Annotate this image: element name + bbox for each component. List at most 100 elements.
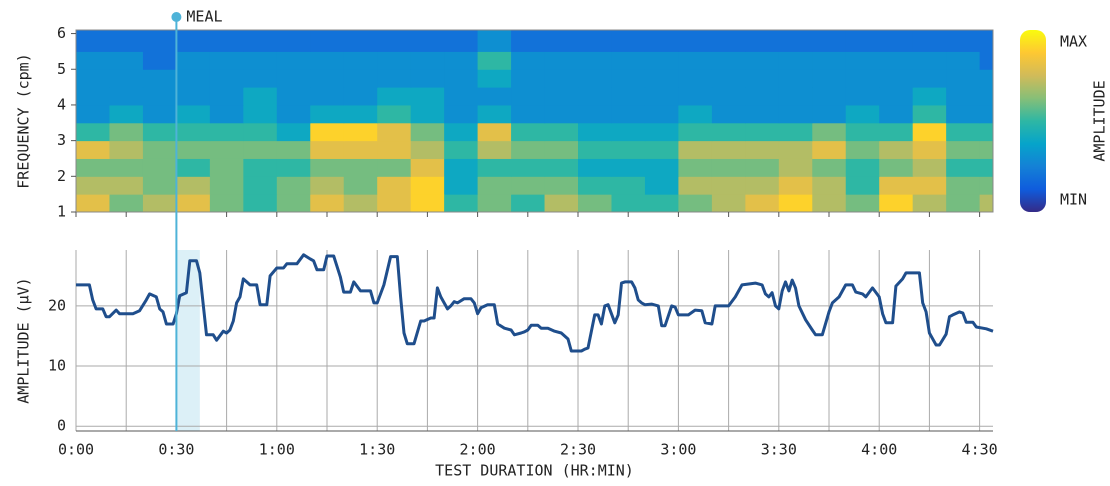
heat-cell [511, 104, 546, 124]
heat-cell [912, 87, 947, 106]
heat-cell [243, 122, 278, 142]
heat-cell [76, 122, 110, 142]
heat-cell [444, 87, 479, 106]
heat-cell [276, 87, 311, 106]
heat-cell [711, 122, 746, 142]
heat-cell [477, 51, 512, 70]
y-tick-label: 6 [57, 24, 66, 42]
heat-cell [511, 87, 546, 106]
heat-cell [444, 140, 479, 159]
heat-cell [76, 51, 110, 70]
x-tick-label: 2:30 [560, 441, 596, 459]
heat-cell [678, 87, 713, 106]
heat-cell [745, 140, 780, 159]
colorbar [1020, 30, 1046, 212]
heat-cell [76, 176, 110, 195]
heat-cell [410, 30, 445, 52]
heat-cell [979, 176, 994, 195]
heat-cell [812, 194, 847, 213]
heat-cell [678, 140, 713, 159]
heat-cell [444, 104, 479, 124]
heat-cell [711, 194, 746, 213]
heat-cell [477, 194, 512, 213]
heat-cell [142, 87, 177, 106]
heat-cell [76, 69, 110, 88]
heat-cell [410, 194, 445, 213]
heat-cell [511, 158, 546, 177]
heat-cell [511, 69, 546, 88]
heat-cell [578, 51, 612, 70]
heat-cell [912, 158, 947, 177]
heat-cell [879, 194, 914, 213]
heat-cell [310, 194, 345, 213]
y-axis-label: AMPLITUDE (μV) [15, 277, 33, 403]
heat-cell [745, 51, 780, 70]
heat-cell [276, 104, 311, 124]
heat-cell [946, 194, 981, 213]
heat-cell [544, 104, 579, 124]
heat-cell [444, 69, 479, 88]
x-tick-label: 3:00 [660, 441, 696, 459]
heat-cell [142, 69, 177, 88]
heat-cell [644, 69, 679, 88]
heat-cell [578, 87, 612, 106]
heat-cell [142, 176, 177, 195]
heat-cell [243, 176, 278, 195]
heat-cell [511, 176, 546, 195]
heat-cell [879, 158, 914, 177]
heat-cell [142, 51, 177, 70]
heat-cell [477, 140, 512, 159]
heat-cell [544, 158, 579, 177]
heat-cell [343, 176, 378, 195]
heat-cell [276, 69, 311, 88]
heat-cell [444, 122, 479, 142]
heat-cell [76, 140, 110, 159]
x-tick-label: 0:30 [158, 441, 194, 459]
heat-cell [745, 194, 780, 213]
heat-cell [912, 140, 947, 159]
heat-cell [310, 158, 345, 177]
heat-cell [209, 87, 244, 106]
x-tick-label: 3:30 [761, 441, 797, 459]
y-tick-label: 3 [57, 131, 66, 149]
heat-cell [477, 122, 512, 142]
x-tick-label: 1:00 [259, 441, 295, 459]
heat-cell [176, 158, 211, 177]
heat-cell [678, 194, 713, 213]
heat-cell [711, 30, 746, 52]
heat-cell [444, 158, 479, 177]
heat-cell [377, 69, 412, 88]
heat-cell [678, 122, 713, 142]
heat-cell [243, 87, 278, 106]
heat-cell [310, 122, 345, 142]
heat-cell [142, 158, 177, 177]
heat-cell [310, 87, 345, 106]
heat-cell [511, 140, 546, 159]
heat-cell [76, 87, 110, 106]
heat-cell [142, 194, 177, 213]
heat-cell [109, 140, 144, 159]
heat-cell [209, 104, 244, 124]
heat-cell [142, 122, 177, 142]
heat-cell [343, 140, 378, 159]
heat-cell [745, 158, 780, 177]
y-tick-label: 0 [57, 417, 66, 435]
heat-cell [745, 69, 780, 88]
heat-cell [544, 51, 579, 70]
heat-cell [511, 194, 546, 213]
heat-cell [310, 69, 345, 88]
heat-cell [912, 30, 947, 52]
heat-cell [812, 69, 847, 88]
heat-cell [209, 69, 244, 88]
heat-cell [644, 51, 679, 70]
heat-cell [611, 104, 646, 124]
heat-cell [644, 176, 679, 195]
heat-cell [845, 30, 880, 52]
heat-cell [544, 140, 579, 159]
heat-cell [410, 158, 445, 177]
heat-cell [578, 104, 612, 124]
heat-cell [778, 30, 813, 52]
heat-cell [979, 194, 994, 213]
heat-cell [410, 87, 445, 106]
heat-cell [343, 122, 378, 142]
